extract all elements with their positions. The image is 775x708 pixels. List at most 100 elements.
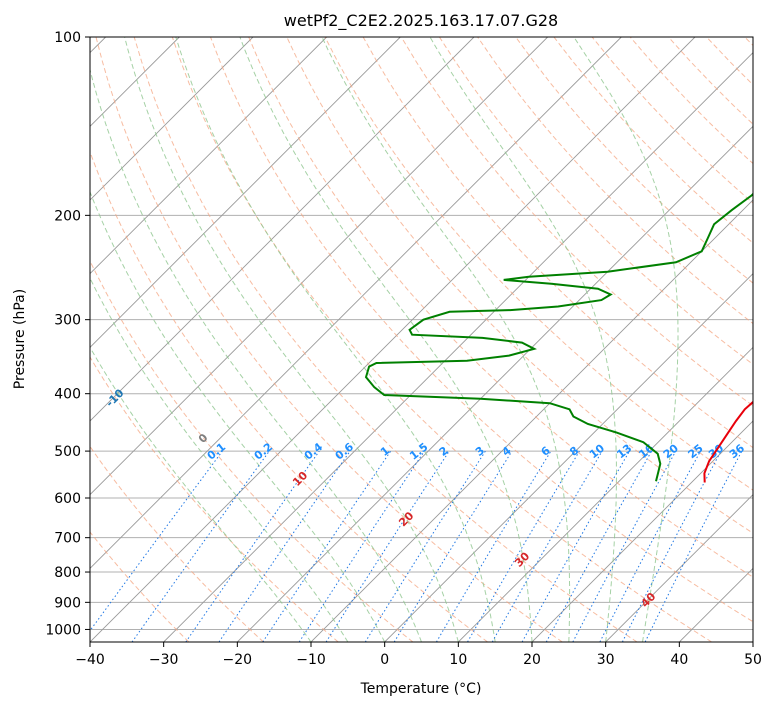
isotherm-line	[310, 199, 753, 642]
dry-adiabat-label: 30	[512, 549, 532, 569]
x-tick-label: −10	[296, 652, 326, 668]
dry-adiabat-line	[706, 37, 753, 86]
isotherm-line	[90, 37, 548, 496]
dry-adiabat-line	[90, 356, 339, 642]
chart-title: wetPf2_C2E2.2025.163.17.07.G28	[284, 11, 558, 31]
mixing-ratio-line	[644, 450, 743, 642]
dry-adiabat-label: 40	[638, 590, 658, 610]
isotherm-line	[163, 52, 753, 642]
mixing-ratio-line	[185, 450, 320, 642]
y-tick-label: 500	[54, 444, 81, 460]
dry-adiabat-line	[744, 37, 753, 47]
isotherm-line	[752, 641, 753, 642]
mixing-ratio-label: 0.4	[302, 440, 326, 462]
isotherm-line	[458, 346, 753, 642]
isotherm-line	[90, 37, 622, 569]
mixing-ratio-line	[572, 450, 677, 642]
dry-adiabat-line	[210, 37, 753, 623]
y-tick-label: 700	[54, 531, 81, 547]
y-axis-title: Pressure (hPa)	[12, 289, 28, 389]
dry-adiabat-line	[90, 259, 414, 642]
mixing-ratio-line	[90, 450, 223, 632]
isotherm-line	[90, 37, 254, 201]
x-tick-label: 10	[449, 652, 467, 668]
y-tick-label: 300	[54, 313, 81, 329]
y-tick-label: 600	[54, 491, 81, 507]
mixing-ratio-line	[131, 450, 270, 642]
x-tick-label: −20	[223, 652, 253, 668]
mixing-ratio-label: 20	[661, 441, 681, 461]
mixing-ratio-label: 1.5	[407, 440, 430, 462]
plot-area: 0.10.20.40.611.52346810131620253036-100-…	[90, 37, 753, 642]
y-tick-label: 800	[54, 565, 81, 581]
isotherm-line	[237, 125, 753, 642]
x-tick-label: 40	[670, 652, 688, 668]
mixing-ratio-label: 13	[614, 442, 634, 462]
dry-adiabat-line	[438, 37, 753, 366]
mixing-ratio-line	[325, 450, 450, 642]
isotherm-line	[90, 37, 696, 642]
mixing-ratio-line	[435, 450, 552, 642]
mixing-ratio-label: 0.6	[333, 440, 357, 462]
y-tick-label: 200	[54, 208, 81, 224]
moist-adiabat-line	[321, 37, 571, 642]
temperature-profile-line	[703, 400, 753, 483]
moist-adiabat-line	[175, 37, 496, 642]
moist-adiabat-line	[429, 37, 617, 642]
x-tick-label: −40	[75, 652, 105, 668]
mixing-ratio-line	[393, 450, 513, 642]
mixing-ratio-line	[467, 450, 580, 642]
isotherm-line	[679, 567, 753, 642]
dry-adiabat-line	[248, 37, 753, 578]
dry-adiabat-label: -10	[103, 386, 126, 409]
dry-adiabat-line	[133, 37, 638, 642]
moist-adiabat-line	[90, 346, 312, 642]
mixing-ratio-line	[621, 450, 722, 642]
mixing-ratio-line	[262, 450, 392, 642]
moist-adiabat-line	[124, 37, 459, 642]
isotherm-line	[90, 37, 401, 348]
mixing-ratio-label: 0.1	[205, 440, 228, 462]
moist-adiabat-line	[573, 37, 679, 642]
mixing-ratio-line	[521, 450, 630, 642]
mixing-ratio-label: 0.2	[252, 440, 275, 462]
mixing-ratio-label: 10	[587, 441, 607, 461]
moist-adiabat-line	[239, 37, 533, 642]
dry-adiabat-label: 0	[196, 431, 211, 446]
x-axis-title: Temperature (°C)	[360, 681, 482, 697]
dry-adiabat-line	[90, 445, 264, 642]
dry-adiabat-line	[515, 37, 753, 284]
mixing-ratio-line	[599, 450, 701, 642]
mixing-ratio-line	[218, 450, 351, 642]
dry-adiabat-line	[90, 150, 488, 642]
dry-adiabat-line	[400, 37, 753, 407]
moist-adiabat-line	[90, 190, 386, 642]
y-tick-label: 400	[54, 387, 81, 403]
dry-adiabat-line	[90, 531, 190, 642]
y-tick-label: 100	[54, 30, 81, 46]
dewpoint-profile-line	[364, 192, 753, 482]
x-tick-label: 0	[380, 652, 389, 668]
plot-frame	[89, 36, 754, 643]
mixing-ratio-line	[298, 450, 425, 642]
isotherm-line	[531, 420, 753, 642]
x-tick-label: 20	[523, 652, 541, 668]
dry-adiabat-line	[591, 37, 753, 204]
dry-adiabat-line	[95, 37, 563, 642]
axes-ticks: −40 −30 −20 −10 0 10 20 30 40 5010020030040050060…	[45, 30, 762, 668]
y-tick-label: 1000	[45, 622, 81, 638]
dry-adiabat-line	[553, 37, 753, 244]
x-tick-label: 30	[597, 652, 615, 668]
dry-adiabat-line	[171, 37, 712, 642]
x-tick-label: 50	[744, 652, 762, 668]
isotherm-line	[384, 273, 753, 642]
x-tick-label: −30	[149, 652, 179, 668]
isotherm-line	[605, 494, 753, 642]
isotherm-line	[90, 37, 327, 275]
dry-adiabat-line	[668, 37, 753, 125]
mixing-ratio-line	[545, 450, 653, 642]
isotherm-line	[90, 37, 475, 422]
moist-adiabat-line	[90, 67, 422, 642]
dry-adiabat-line	[324, 37, 753, 491]
